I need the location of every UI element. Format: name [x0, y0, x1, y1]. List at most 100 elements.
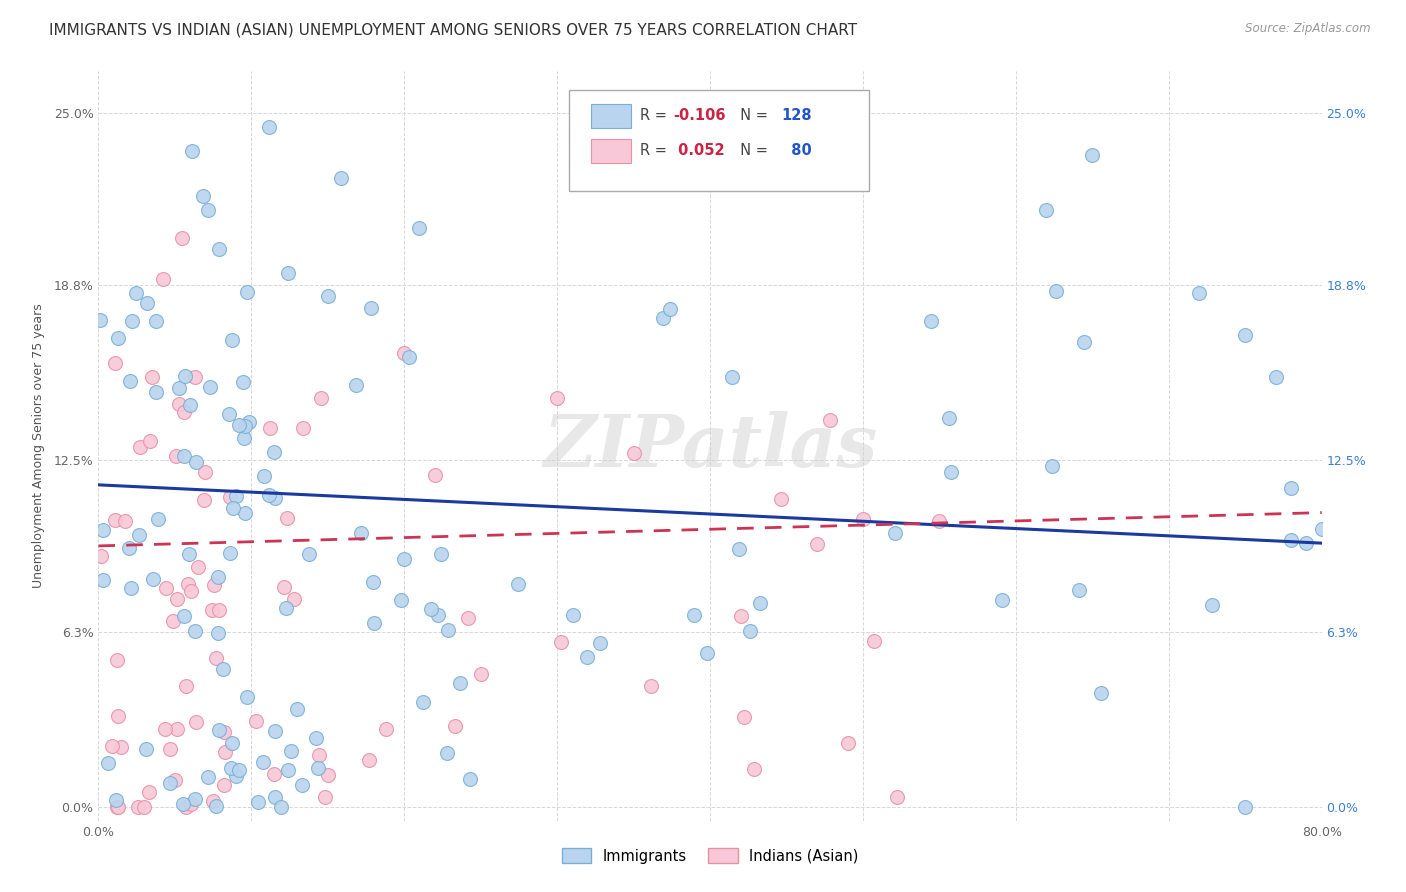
Point — [546, 391, 568, 405]
Point — [280, 743, 302, 757]
Point — [142, 572, 165, 586]
Point — [316, 768, 339, 782]
Point — [184, 455, 207, 469]
Point — [344, 377, 367, 392]
Text: 80: 80 — [780, 144, 811, 158]
Point — [742, 763, 765, 777]
Point — [135, 742, 157, 756]
Point — [184, 792, 207, 806]
Point — [152, 272, 174, 286]
Point — [194, 466, 217, 480]
Point — [307, 761, 329, 775]
Text: ZIPatlas: ZIPatlas — [543, 410, 877, 482]
Point — [1067, 582, 1090, 597]
Point — [145, 385, 167, 400]
Point — [1264, 369, 1286, 384]
Point — [721, 369, 744, 384]
Point — [329, 171, 352, 186]
Point — [120, 581, 142, 595]
Point — [392, 552, 415, 566]
Point — [314, 790, 336, 805]
Point — [184, 714, 207, 729]
Point — [283, 592, 305, 607]
Point — [104, 513, 127, 527]
Point — [245, 714, 267, 728]
Point — [263, 767, 285, 781]
Point — [252, 755, 274, 769]
Point — [360, 301, 382, 315]
Point — [105, 792, 128, 806]
Text: IMMIGRANTS VS INDIAN (ASIAN) UNEMPLOYMENT AMONG SENIORS OVER 75 YEARS CORRELATIO: IMMIGRANTS VS INDIAN (ASIAN) UNEMPLOYMEN… — [49, 22, 858, 37]
Point — [886, 789, 908, 804]
Point — [316, 289, 339, 303]
Point — [214, 745, 236, 759]
Point — [172, 797, 194, 811]
Point — [1234, 328, 1257, 343]
Point — [263, 444, 285, 458]
Point — [748, 595, 770, 609]
Point — [118, 541, 141, 556]
Point — [470, 667, 492, 681]
Point — [1310, 522, 1333, 536]
Point — [105, 799, 128, 814]
Point — [291, 778, 314, 792]
Point — [398, 350, 420, 364]
Y-axis label: Unemployment Among Seniors over 75 years: Unemployment Among Seniors over 75 years — [32, 303, 45, 589]
Point — [357, 753, 380, 767]
Point — [374, 722, 396, 736]
Point — [740, 624, 762, 639]
Point — [101, 739, 124, 753]
Point — [247, 795, 270, 809]
Point — [1073, 335, 1095, 350]
Point — [91, 574, 114, 588]
Point — [1295, 536, 1317, 550]
Point — [104, 356, 127, 370]
Point — [770, 492, 793, 507]
Point — [128, 527, 150, 541]
Point — [263, 491, 285, 505]
Point — [177, 577, 200, 591]
Point — [205, 651, 228, 665]
Point — [173, 450, 195, 464]
Point — [429, 547, 451, 561]
Point — [308, 748, 330, 763]
Point — [225, 769, 247, 783]
Point — [114, 514, 136, 528]
Point — [1045, 285, 1067, 299]
Point — [162, 614, 184, 628]
Point — [575, 649, 598, 664]
Point — [941, 466, 963, 480]
Point — [588, 636, 610, 650]
Point — [201, 794, 224, 808]
Point — [173, 369, 195, 384]
Point — [274, 601, 297, 615]
Point — [153, 722, 176, 736]
Point — [165, 450, 187, 464]
Point — [180, 583, 202, 598]
Point — [276, 511, 298, 525]
Point — [187, 560, 209, 574]
Point — [727, 542, 749, 557]
Point — [218, 490, 240, 504]
Point — [179, 398, 201, 412]
Point — [236, 690, 259, 704]
Point — [1201, 598, 1223, 612]
Point — [207, 625, 229, 640]
Point — [166, 591, 188, 606]
Point — [89, 313, 111, 327]
Point — [863, 634, 886, 648]
Point — [696, 646, 718, 660]
Point — [93, 523, 115, 537]
Point — [623, 446, 645, 460]
Point — [818, 412, 841, 426]
Point — [193, 493, 215, 508]
Point — [177, 547, 200, 561]
Point — [222, 501, 245, 516]
Point — [287, 702, 309, 716]
Point — [436, 746, 458, 760]
Point — [806, 536, 828, 550]
Point — [733, 710, 755, 724]
Point — [298, 547, 321, 561]
Text: 128: 128 — [780, 108, 811, 123]
Point — [460, 772, 482, 787]
